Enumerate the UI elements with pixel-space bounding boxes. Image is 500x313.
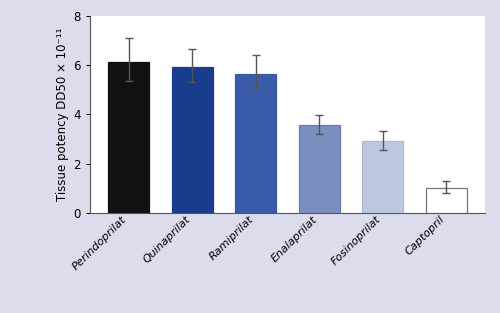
Y-axis label: Tissue potency DD50 × 10⁻¹¹: Tissue potency DD50 × 10⁻¹¹ (56, 28, 70, 201)
Bar (426, 188, 467, 213)
Bar (172, 67, 213, 213)
Bar (298, 125, 340, 213)
Bar (235, 74, 277, 213)
Bar (362, 141, 404, 213)
Bar (108, 63, 150, 213)
